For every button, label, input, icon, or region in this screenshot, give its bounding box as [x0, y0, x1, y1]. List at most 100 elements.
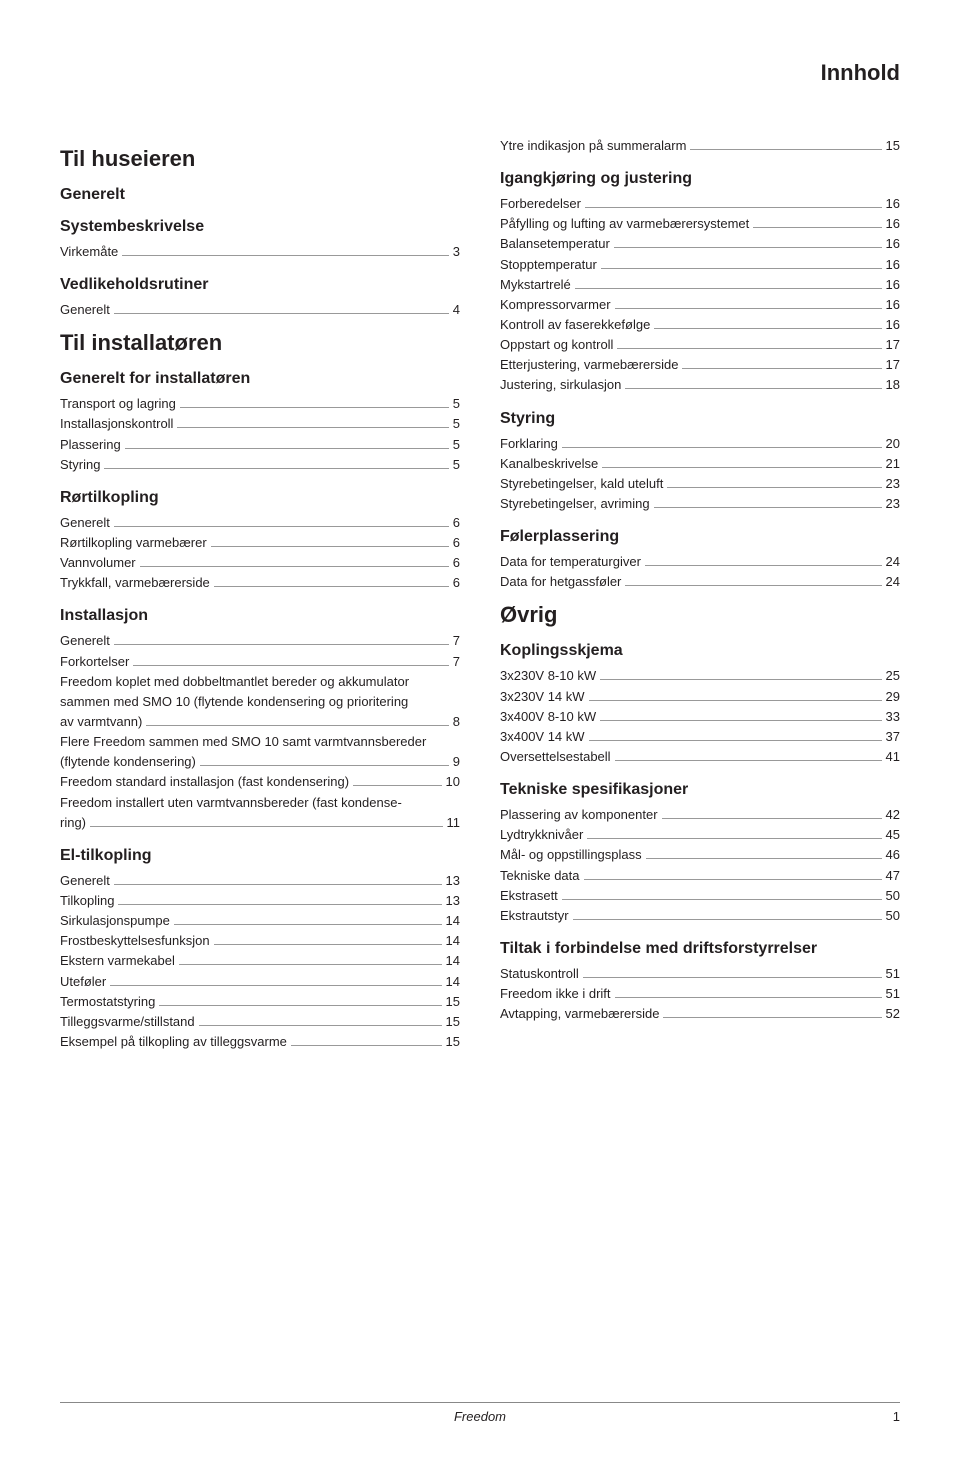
toc-entry: Avtapping, varmebærerside52 [500, 1004, 900, 1024]
toc-entry-page: 25 [886, 666, 900, 686]
toc-leader [584, 879, 882, 880]
toc-leader [654, 328, 881, 329]
toc-section-heading: El-tilkopling [60, 847, 460, 865]
toc-entry-page: 13 [446, 891, 460, 911]
toc-entry: Tekniske data 47 [500, 866, 900, 886]
toc-entry: Data for temperaturgiver24 [500, 552, 900, 572]
toc-entry-label: Plassering av komponenter [500, 805, 658, 825]
toc-entry-label: 3x400V 8-10 kW [500, 707, 596, 727]
toc-entry: Statuskontroll51 [500, 964, 900, 984]
toc-entry-page: 14 [446, 951, 460, 971]
toc-entry: Styrebetingelser, avriming23 [500, 494, 900, 514]
toc-entry-page: 21 [886, 454, 900, 474]
toc-entry-page: 16 [886, 255, 900, 275]
toc-entry-label: Rørtilkopling varmebærer [60, 533, 207, 553]
toc-leader [615, 997, 882, 998]
toc-leader [575, 288, 882, 289]
toc-entry-label: Data for temperaturgiver [500, 552, 641, 572]
toc-leader [645, 565, 882, 566]
toc-entry: Oversettelsestabell41 [500, 747, 900, 767]
toc-leader [646, 858, 882, 859]
toc-leader [615, 308, 882, 309]
toc-entry: Mykstartrelé16 [500, 275, 900, 295]
toc-entry-label: av varmtvann) [60, 712, 142, 732]
toc-entry: Ekstrautstyr50 [500, 906, 900, 926]
toc-leader [211, 546, 449, 547]
toc-leader [291, 1045, 442, 1046]
toc-entry: Kontroll av faserekkefølge16 [500, 315, 900, 335]
toc-entry: Generelt13 [60, 871, 460, 891]
toc-entry-page: 3 [453, 242, 460, 262]
toc-entry: Eksempel på tilkopling av tilleggsvarme1… [60, 1032, 460, 1052]
toc-entry-label: Uteføler [60, 972, 106, 992]
toc-leader [562, 447, 882, 448]
toc-section-heading: Følerplassering [500, 528, 900, 546]
toc-leader [601, 268, 882, 269]
toc-major-heading: Øvrig [500, 602, 900, 628]
toc-entry-label: Data for hetgassføler [500, 572, 621, 592]
footer-page-number: 1 [893, 1409, 900, 1424]
toc-entry: Rørtilkopling varmebærer6 [60, 533, 460, 553]
toc-entry-page: 7 [453, 631, 460, 651]
toc-entry-page: 51 [886, 964, 900, 984]
toc-entry: Transport og lagring5 [60, 394, 460, 414]
toc-entry-page: 5 [453, 414, 460, 434]
toc-entry-label: Styrebetingelser, kald uteluft [500, 474, 663, 494]
toc-entry-label: 3x230V 14 kW [500, 687, 585, 707]
toc-leader [214, 944, 442, 945]
toc-entry-page: 7 [453, 652, 460, 672]
toc-entry-label: Tekniske data [500, 866, 580, 886]
toc-section-heading: Koplingsskjema [500, 642, 900, 660]
toc-entry-page: 15 [446, 1032, 460, 1052]
toc-leader [617, 348, 881, 349]
toc-leader [602, 467, 881, 468]
toc-entry: Stopptemperatur16 [500, 255, 900, 275]
toc-major-heading: Til huseieren [60, 146, 460, 172]
toc-entry-page: 47 [886, 866, 900, 886]
toc-entry: Forklaring20 [500, 434, 900, 454]
toc-entry-label: Trykkfall, varmebærerside [60, 573, 210, 593]
toc-leader [159, 1005, 441, 1006]
toc-entry: Forkortelser7 [60, 652, 460, 672]
toc-leader [104, 468, 448, 469]
toc-leader [177, 427, 448, 428]
toc-section-heading: Tekniske spesifikasjoner [500, 781, 900, 799]
toc-leader [589, 700, 882, 701]
toc-entry-label: Plassering [60, 435, 121, 455]
toc-leader [174, 924, 442, 925]
toc-entry-label: Generelt [60, 871, 110, 891]
toc-leader [114, 526, 449, 527]
toc-entry: Plassering av komponenter42 [500, 805, 900, 825]
toc-entry: Frostbeskyttelsesfunksjon14 [60, 931, 460, 951]
toc-leader [682, 368, 881, 369]
toc-entry-label: Ekstrautstyr [500, 906, 569, 926]
toc-entry-label: Mykstartrelé [500, 275, 571, 295]
toc-entry-page: 50 [886, 886, 900, 906]
toc-entry-label: Frostbeskyttelsesfunksjon [60, 931, 210, 951]
toc-leader [663, 1017, 881, 1018]
toc-entry: 3x230V 8-10 kW25 [500, 666, 900, 686]
toc-entry-page: 6 [453, 553, 460, 573]
toc-entry: Installasjonskontroll 5 [60, 414, 460, 434]
toc-entry: Oppstart og kontroll17 [500, 335, 900, 355]
toc-entry-page: 41 [886, 747, 900, 767]
toc-entry: Ekstern varmekabel 14 [60, 951, 460, 971]
toc-entry-label: Balansetemperatur [500, 234, 610, 254]
toc-entry-page: 17 [886, 335, 900, 355]
toc-entry-label: Installasjonskontroll [60, 414, 173, 434]
toc-entry: Virkemåte3 [60, 242, 460, 262]
toc-entry: 3x400V 8-10 kW33 [500, 707, 900, 727]
toc-leader [600, 679, 881, 680]
toc-leader [667, 487, 881, 488]
toc-leader [214, 586, 449, 587]
page-footer: Freedom 1 [60, 1402, 900, 1424]
toc-entry-label: Styrebetingelser, avriming [500, 494, 650, 514]
toc-leader [614, 247, 882, 248]
toc-entry: Påfylling og lufting av varmebærersystem… [500, 214, 900, 234]
toc-entry-label: Freedom ikke i drift [500, 984, 611, 1004]
toc-section-heading: Vedlikeholdsrutiner [60, 276, 460, 294]
toc-entry-label: ring) [60, 813, 86, 833]
toc-entry: Justering, sirkulasjon18 [500, 375, 900, 395]
toc-entry-page: 16 [886, 295, 900, 315]
toc-entry-label: Ekstern varmekabel [60, 951, 175, 971]
